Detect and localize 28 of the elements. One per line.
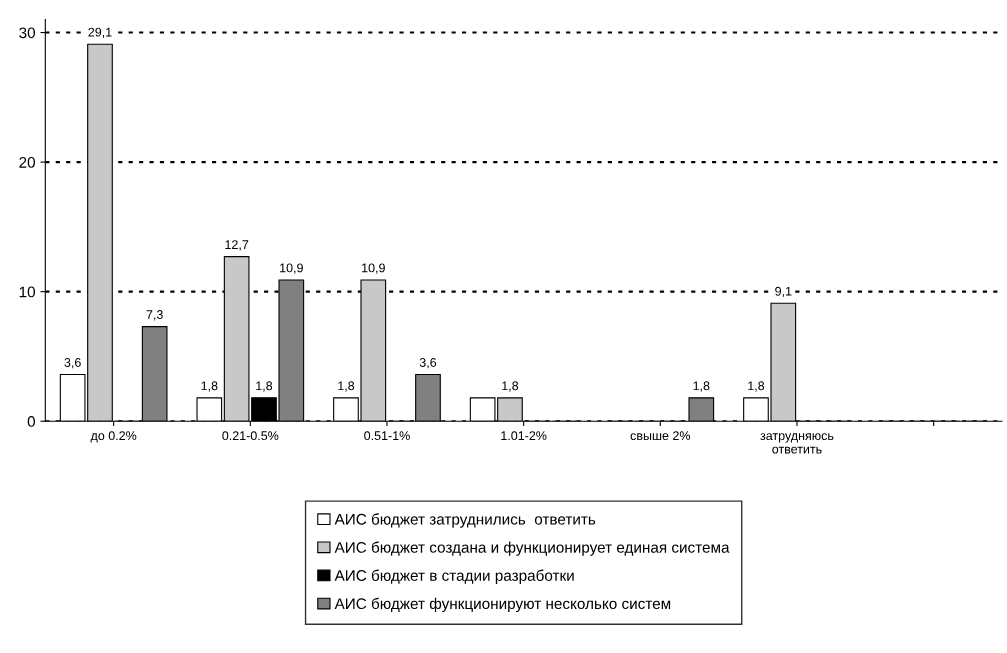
y-tick-label: 20 <box>19 156 35 168</box>
y-tick-label: 30 <box>19 27 35 39</box>
data-label: 29,1 <box>88 27 112 39</box>
x-tick-label: 0.51-1% <box>364 431 410 441</box>
x-tick-label: до 0.2% <box>90 431 137 443</box>
data-label: 1,8 <box>748 381 765 392</box>
data-label: 1,8 <box>502 381 519 392</box>
data-label: 12,7 <box>225 240 249 251</box>
data-label: 1,8 <box>693 381 710 392</box>
x-tick-label: затрудняюсь ответить <box>760 433 834 454</box>
data-label: 1,8 <box>256 381 273 392</box>
x-tick-label: свыше 2% <box>630 431 691 441</box>
x-tick-label: 0.21-0.5% <box>222 431 279 441</box>
data-label: 10,9 <box>280 263 303 274</box>
legend-label: АИС бюджет создана и функционирует единая система <box>334 541 730 556</box>
data-label: 3,6 <box>64 358 81 369</box>
data-label: 7,3 <box>146 310 163 321</box>
legend-label: АИС бюджет в стадии разработки <box>334 569 574 584</box>
legend-label: АИС бюджет функционируют несколько систем <box>334 597 671 613</box>
x-tick-label: 1.01-2% <box>501 431 547 441</box>
y-tick-label: 10 <box>19 286 35 298</box>
data-label: 1,8 <box>201 381 218 392</box>
data-label: 10,9 <box>362 263 385 274</box>
y-tick-label: 0 <box>27 416 35 427</box>
data-label: 9,1 <box>775 286 792 298</box>
data-label: 1,8 <box>338 381 355 392</box>
legend-label: АИС бюджет затруднились ответить <box>334 513 596 528</box>
data-label: 3,6 <box>419 358 437 369</box>
